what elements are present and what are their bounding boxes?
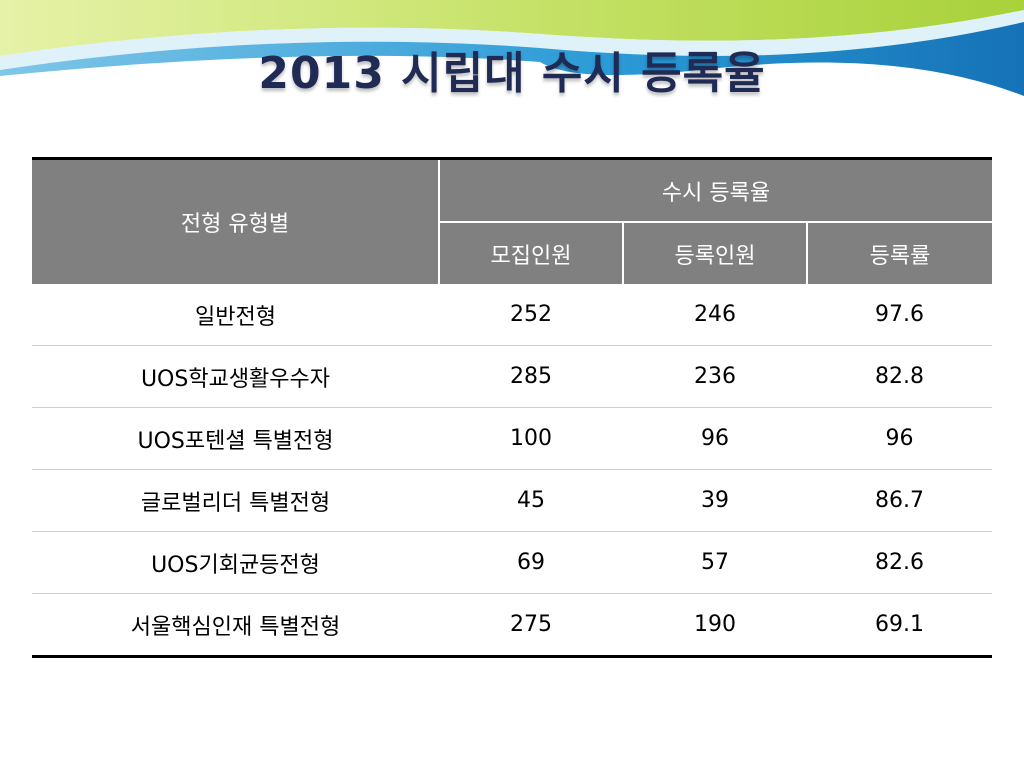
cell-recruited: 252 <box>439 284 623 346</box>
cell-admission-type: UOS포텐셜 특별전형 <box>32 407 439 470</box>
cell-admission-type: UOS기회균등전형 <box>32 531 439 594</box>
table-row: UOS기회균등전형 69 57 82.6 <box>32 531 993 594</box>
cell-registered: 96 <box>623 407 807 470</box>
decorative-wave-banner <box>0 0 1024 96</box>
table-row: 일반전형 252 246 97.6 <box>32 284 993 346</box>
cell-recruited: 69 <box>439 531 623 594</box>
wave-green <box>0 0 1024 56</box>
wave-light <box>0 10 1024 70</box>
cell-registered: 39 <box>623 469 807 532</box>
table-row: UOS학교생활우수자 285 236 82.8 <box>32 345 993 408</box>
table-row: 서울핵심인재 특별전형 275 190 69.1 <box>32 594 992 657</box>
cell-rate: 86.7 <box>807 469 993 532</box>
header-registered: 등록인원 <box>622 222 807 284</box>
cell-recruited: 285 <box>439 345 623 408</box>
header-rate: 등록률 <box>805 222 993 284</box>
cell-admission-type: UOS학교생활우수자 <box>32 345 439 408</box>
page-title: 2013 시립대 수시 등록율 <box>258 48 766 99</box>
cell-recruited: 45 <box>439 469 623 532</box>
cell-recruited: 100 <box>439 407 623 470</box>
cell-registered: 190 <box>694 612 736 637</box>
cell-rate: 97.6 <box>807 284 993 346</box>
cell-admission-type: 글로벌리더 특별전형 <box>32 469 439 532</box>
cell-registered: 236 <box>623 345 807 408</box>
cell-rate: 96 <box>807 407 993 470</box>
header-group-rolling-rate: 수시 등록율 <box>437 158 993 223</box>
cell-admission-type: 일반전형 <box>32 284 439 346</box>
cell-rate: 69.1 <box>875 612 924 637</box>
cell-admission-type: 서울핵심인재 특별전형 <box>130 614 341 640</box>
cell-rate: 82.8 <box>807 345 993 408</box>
table-row: 글로벌리더 특별전형 45 39 86.7 <box>32 469 993 532</box>
table-row: UOS포텐셜 특별전형 100 96 96 <box>32 407 993 470</box>
cell-rate: 82.6 <box>807 531 993 594</box>
cell-registered: 57 <box>623 531 807 594</box>
cell-registered: 246 <box>623 284 807 346</box>
cell-recruited: 275 <box>510 612 552 637</box>
registration-rate-table: 전형 유형별 수시 등록율 모집인원 등록인원 등록률 일반전형 252 246… <box>32 157 993 658</box>
header-recruited: 모집인원 <box>438 222 623 284</box>
header-admission-type: 전형 유형별 <box>32 158 439 284</box>
wave-blue <box>0 22 1024 96</box>
